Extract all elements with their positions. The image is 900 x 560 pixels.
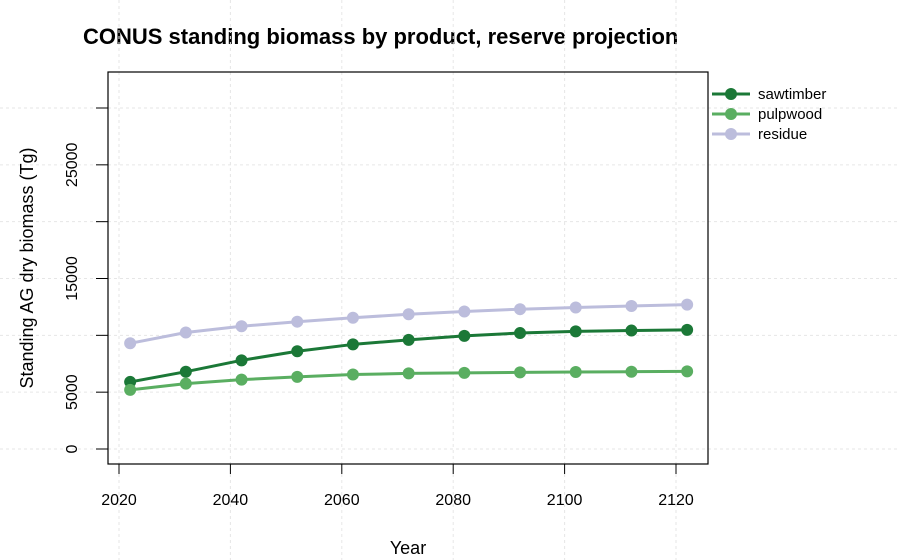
legend: sawtimber pulpwood residue (712, 86, 826, 143)
chart-title: CONUS standing biomass by product, reser… (83, 24, 678, 49)
data-point-residue (458, 305, 471, 318)
data-point-sawtimber (458, 329, 471, 342)
data-point-sawtimber (625, 324, 638, 337)
x-tick-label: 2020 (101, 492, 137, 509)
data-point-residue (402, 308, 415, 321)
data-point-residue (346, 311, 359, 324)
data-point-pulpwood (124, 383, 137, 396)
data-point-residue (681, 298, 694, 311)
legend-label-residue: residue (758, 126, 807, 143)
legend-swatch-marker-residue (725, 128, 737, 140)
x-tick-label: 2080 (435, 492, 471, 509)
data-point-pulpwood (179, 377, 192, 390)
data-point-residue (124, 337, 137, 350)
x-axis-label: Year (390, 538, 426, 558)
y-tick-label: 15000 (64, 256, 81, 301)
data-point-sawtimber (569, 325, 582, 338)
data-point-residue (179, 326, 192, 339)
data-point-residue (514, 303, 527, 316)
axes-layer: 0 5000 15000 25000 2020 2040 2060 2080 2100 2120 (64, 71, 709, 509)
data-point-residue (569, 301, 582, 314)
data-point-pulpwood (458, 366, 471, 379)
data-point-pulpwood (625, 365, 638, 378)
legend-label-pulpwood: pulpwood (758, 106, 822, 123)
data-point-pulpwood (681, 365, 694, 378)
data-point-pulpwood (514, 366, 527, 379)
data-point-pulpwood (569, 366, 582, 379)
data-point-sawtimber (346, 338, 359, 351)
legend-swatch-marker-pulpwood (725, 108, 737, 120)
data-point-sawtimber (291, 345, 304, 358)
data-point-sawtimber (235, 354, 248, 367)
data-point-residue (291, 315, 304, 328)
y-tick-label: 0 (64, 444, 81, 453)
x-tick-label: 2120 (658, 492, 694, 509)
y-tick-label: 25000 (64, 142, 81, 187)
x-tick-label: 2060 (324, 492, 360, 509)
data-point-pulpwood (346, 368, 359, 381)
y-tick-label: 5000 (64, 374, 81, 410)
legend-label-sawtimber: sawtimber (758, 86, 826, 103)
x-tick-label: 2040 (213, 492, 249, 509)
plot-frame (107, 71, 709, 465)
data-point-pulpwood (235, 373, 248, 386)
data-point-sawtimber (179, 365, 192, 378)
data-point-sawtimber (402, 333, 415, 346)
y-axis-label: Standing AG dry biomass (Tg) (17, 147, 37, 388)
data-point-residue (235, 320, 248, 333)
series-layer (124, 298, 694, 396)
x-tick-label: 2100 (547, 492, 583, 509)
data-point-pulpwood (291, 370, 304, 383)
legend-swatch-marker-sawtimber (725, 88, 737, 100)
data-point-residue (625, 300, 638, 313)
data-point-pulpwood (402, 367, 415, 380)
data-point-sawtimber (514, 327, 527, 340)
data-point-sawtimber (681, 323, 694, 336)
